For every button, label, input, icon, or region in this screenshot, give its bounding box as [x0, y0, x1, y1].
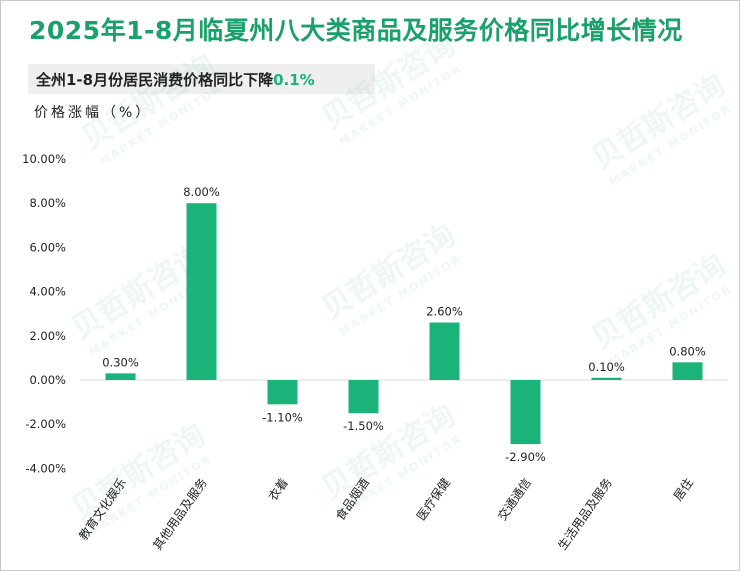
x-tick-label: 医疗保健 [414, 476, 453, 523]
y-tick-label: 0.00% [29, 373, 66, 387]
bar-5 [429, 322, 460, 380]
bar-value-label: -2.90% [505, 450, 546, 464]
y-tick-label: 8.00% [29, 196, 66, 210]
bar-8 [672, 362, 703, 380]
bar-6 [510, 380, 541, 445]
y-axis-label: 价格涨幅（%） [34, 105, 153, 121]
x-tick-label: 居住 [671, 476, 696, 504]
subtitle-value: 0.1% [273, 71, 315, 89]
x-tick-label: 交通通信 [494, 475, 534, 523]
x-tick-label: 生活用品及服务 [554, 475, 614, 552]
bar-value-label: -1.50% [343, 419, 384, 433]
subtitle-text: 全州1-8月份居民消费价格同比下降 [36, 71, 274, 89]
bar-value-label: 2.60% [426, 305, 463, 319]
subtitle-box: 全州1-8月份居民消费价格同比下降0.1% [28, 64, 375, 94]
bar-2 [186, 203, 217, 380]
bar-value-label: 0.30% [102, 355, 139, 369]
subtitle: 全州1-8月份居民消费价格同比下降0.1% [36, 69, 315, 90]
x-tick-label: 衣着 [265, 475, 291, 503]
y-ticks: 10.00% 8.00% 6.00% 4.00% 2.00% 0.00% -2.00% -4.… [22, 152, 66, 475]
bar-3 [267, 380, 298, 405]
bar-value-label: -1.10% [262, 410, 303, 424]
chart-title: 2025年1-8月临夏州八大类商品及服务价格同比增长情况 [29, 16, 683, 45]
bars [105, 203, 703, 445]
bar-value-label: 0.10% [588, 360, 625, 374]
y-tick-label: 6.00% [29, 240, 66, 254]
value-labels: 0.30% 8.00% -1.10% -1.50% 2.60% -2.90% 0.10% 0.… [102, 185, 706, 464]
bar-value-label: 8.00% [183, 185, 220, 199]
bar-1 [105, 373, 136, 380]
y-tick-label: 4.00% [29, 285, 66, 299]
y-tick-label: -4.00% [25, 461, 66, 475]
y-tick-label: 10.00% [22, 152, 66, 166]
y-tick-label: 2.00% [29, 329, 66, 343]
bar-4 [348, 380, 379, 414]
bar-value-label: 0.80% [669, 344, 706, 358]
bar-7 [591, 377, 622, 380]
y-tick-label: -2.00% [25, 417, 66, 431]
